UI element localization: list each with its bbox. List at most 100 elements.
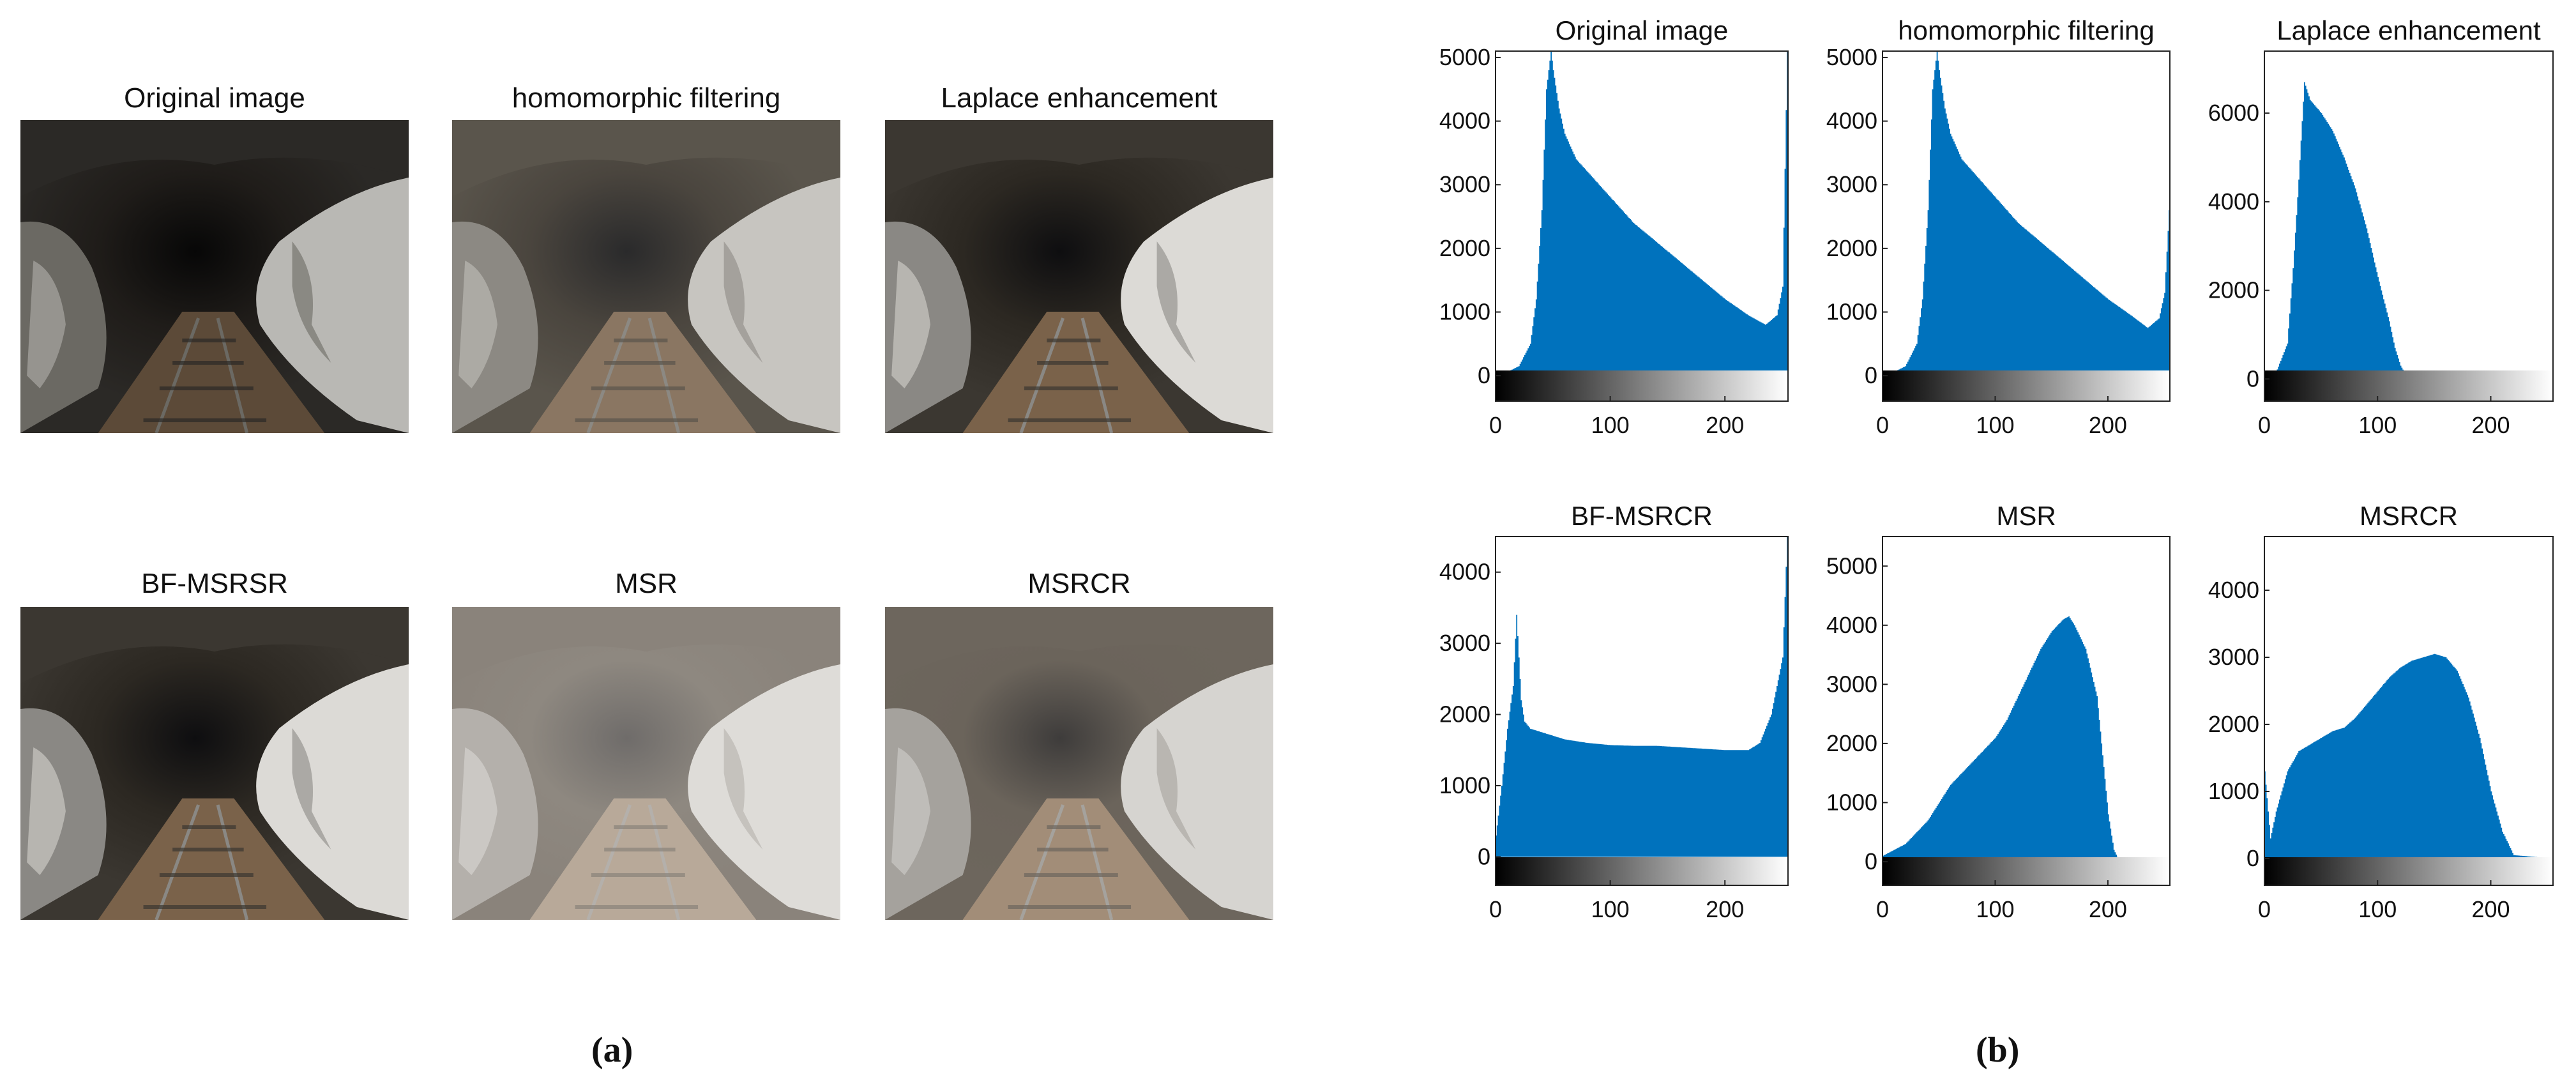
x-tick-label: 0 (2258, 412, 2271, 438)
caption-b: (b) (1976, 1030, 2020, 1070)
image-title: MSRCR (1027, 568, 1131, 599)
image-panel: MSR (452, 570, 840, 920)
y-tick-label: 0 (2246, 845, 2259, 871)
x-tick-label: 100 (2358, 412, 2397, 438)
x-tick-label: 100 (1976, 412, 2014, 438)
histogram-title: MSR (1996, 501, 2056, 531)
y-tick-label: 3000 (1439, 630, 1490, 656)
y-tick-label: 3000 (1826, 171, 1877, 197)
tunnel-photo (885, 607, 1273, 920)
x-tick-label: 100 (1976, 896, 2014, 922)
histogram-bars (1496, 51, 1788, 376)
histogram-title: Original image (1556, 15, 1729, 45)
image-title: homomorphic filtering (511, 82, 781, 114)
image-panel: BF-MSRSR (20, 570, 409, 920)
tunnel-photo (20, 607, 409, 920)
image-title: Laplace enhancement (941, 82, 1218, 114)
y-tick-label: 1000 (1826, 299, 1877, 325)
histogram-title: Laplace enhancement (2277, 15, 2541, 45)
y-tick-label: 4000 (1439, 108, 1490, 134)
y-tick-label: 4000 (1826, 108, 1877, 134)
plot-frame (1495, 536, 1789, 886)
x-tick-label: 200 (1706, 896, 1744, 922)
x-tick-label: 0 (2258, 896, 2271, 922)
y-tick-label: 3000 (2208, 644, 2259, 670)
histogram-chart: MSRCR 0 1000 2000 3000 4000 0 100 200 (2208, 501, 2554, 922)
image-title: MSR (615, 568, 678, 599)
y-tick-label: 4000 (1439, 559, 1490, 585)
histogram-chart: Laplace enhancement 0 2000 4000 6000 0 100 200 (2208, 15, 2554, 438)
histogram-title: MSRCR (2360, 501, 2458, 531)
y-tick-label: 2000 (1826, 235, 1877, 261)
y-tick-label: 1000 (2208, 778, 2259, 804)
y-tick-label: 2000 (1439, 701, 1490, 728)
y-tick-label: 5000 (1826, 553, 1877, 579)
y-tick-label: 0 (1865, 848, 1877, 874)
y-tick-label: 5000 (1826, 44, 1877, 70)
y-tick-label: 2000 (1826, 730, 1877, 756)
y-tick-label: 0 (1478, 362, 1490, 388)
grayscale-colorbar (2264, 857, 2553, 885)
histogram-title: BF-MSRCR (1571, 501, 1713, 531)
x-tick-label: 200 (1706, 412, 1744, 438)
image-panel: Original image (20, 84, 409, 433)
grayscale-colorbar (1496, 370, 1788, 401)
histogram-bars (2264, 653, 2552, 858)
histogram-chart: homomorphic filtering0100020003000400050… (1826, 15, 2171, 438)
image-title: BF-MSRSR (141, 568, 288, 599)
y-tick-label: 4000 (2208, 577, 2259, 603)
plot-frame (2264, 536, 2554, 886)
tunnel-photo (20, 120, 409, 433)
x-tick-label: 200 (2471, 412, 2510, 438)
image-panel: Laplace enhancement (885, 84, 1273, 433)
y-tick-label: 2000 (2208, 711, 2259, 737)
y-tick-label: 2000 (1439, 235, 1490, 261)
y-tick-label: 0 (1865, 362, 1877, 388)
y-tick-label: 3000 (1826, 671, 1877, 697)
caption-a: (a) (591, 1030, 633, 1070)
x-tick-label: 200 (2089, 412, 2127, 438)
plot-frame (1495, 50, 1789, 402)
histogram-bars (1883, 616, 2119, 862)
grayscale-colorbar (1496, 857, 1788, 885)
tunnel-photo (885, 120, 1273, 433)
x-tick-label: 0 (1876, 896, 1889, 922)
x-tick-label: 0 (1489, 412, 1502, 438)
y-tick-label: 0 (1478, 843, 1490, 869)
y-tick-label: 5000 (1439, 44, 1490, 70)
y-tick-label: 1000 (1439, 772, 1490, 798)
grayscale-colorbar (1883, 857, 2170, 885)
grayscale-colorbar (2264, 370, 2553, 401)
histogram-bars (2264, 82, 2412, 379)
y-tick-label: 4000 (1826, 612, 1877, 638)
tunnel-photo (452, 120, 840, 433)
histogram-bars (1496, 537, 1788, 857)
y-tick-label: 2000 (2208, 277, 2259, 303)
histogram-chart: Original image 0 1000 2000 3000 4000 5000 0 100 2… (1439, 15, 1789, 438)
grayscale-colorbar (1883, 370, 2170, 401)
histogram-chart: BF-MSRCR 0 1000 2000 3000 4000 0 100 200 (1439, 501, 1789, 922)
y-tick-label: 0 (2246, 365, 2259, 392)
y-tick-label: 1000 (1826, 789, 1877, 815)
image-title: Original image (124, 82, 305, 114)
tunnel-photo (452, 607, 840, 920)
x-tick-label: 0 (1489, 896, 1502, 922)
plot-frame (2264, 50, 2554, 402)
y-tick-label: 6000 (2208, 100, 2259, 126)
y-tick-label: 4000 (2208, 188, 2259, 215)
x-tick-label: 0 (1876, 412, 1889, 438)
y-tick-label: 3000 (1439, 171, 1490, 197)
image-panel: MSRCR (885, 570, 1273, 920)
histogram-title: homomorphic filtering (1898, 15, 2155, 45)
x-tick-label: 100 (1591, 412, 1630, 438)
x-tick-label: 100 (1591, 896, 1630, 922)
plot-frame (1882, 536, 2171, 886)
histogram-chart: MSR 0 1000 2000 3000 4000 5000 0 100 200 (1826, 501, 2171, 922)
x-tick-label: 200 (2471, 896, 2510, 922)
x-tick-label: 200 (2089, 896, 2127, 922)
x-tick-label: 100 (2358, 896, 2397, 922)
y-tick-label: 1000 (1439, 299, 1490, 325)
histogram-bars (1883, 51, 2170, 376)
image-panel: homomorphic filtering (452, 84, 840, 433)
